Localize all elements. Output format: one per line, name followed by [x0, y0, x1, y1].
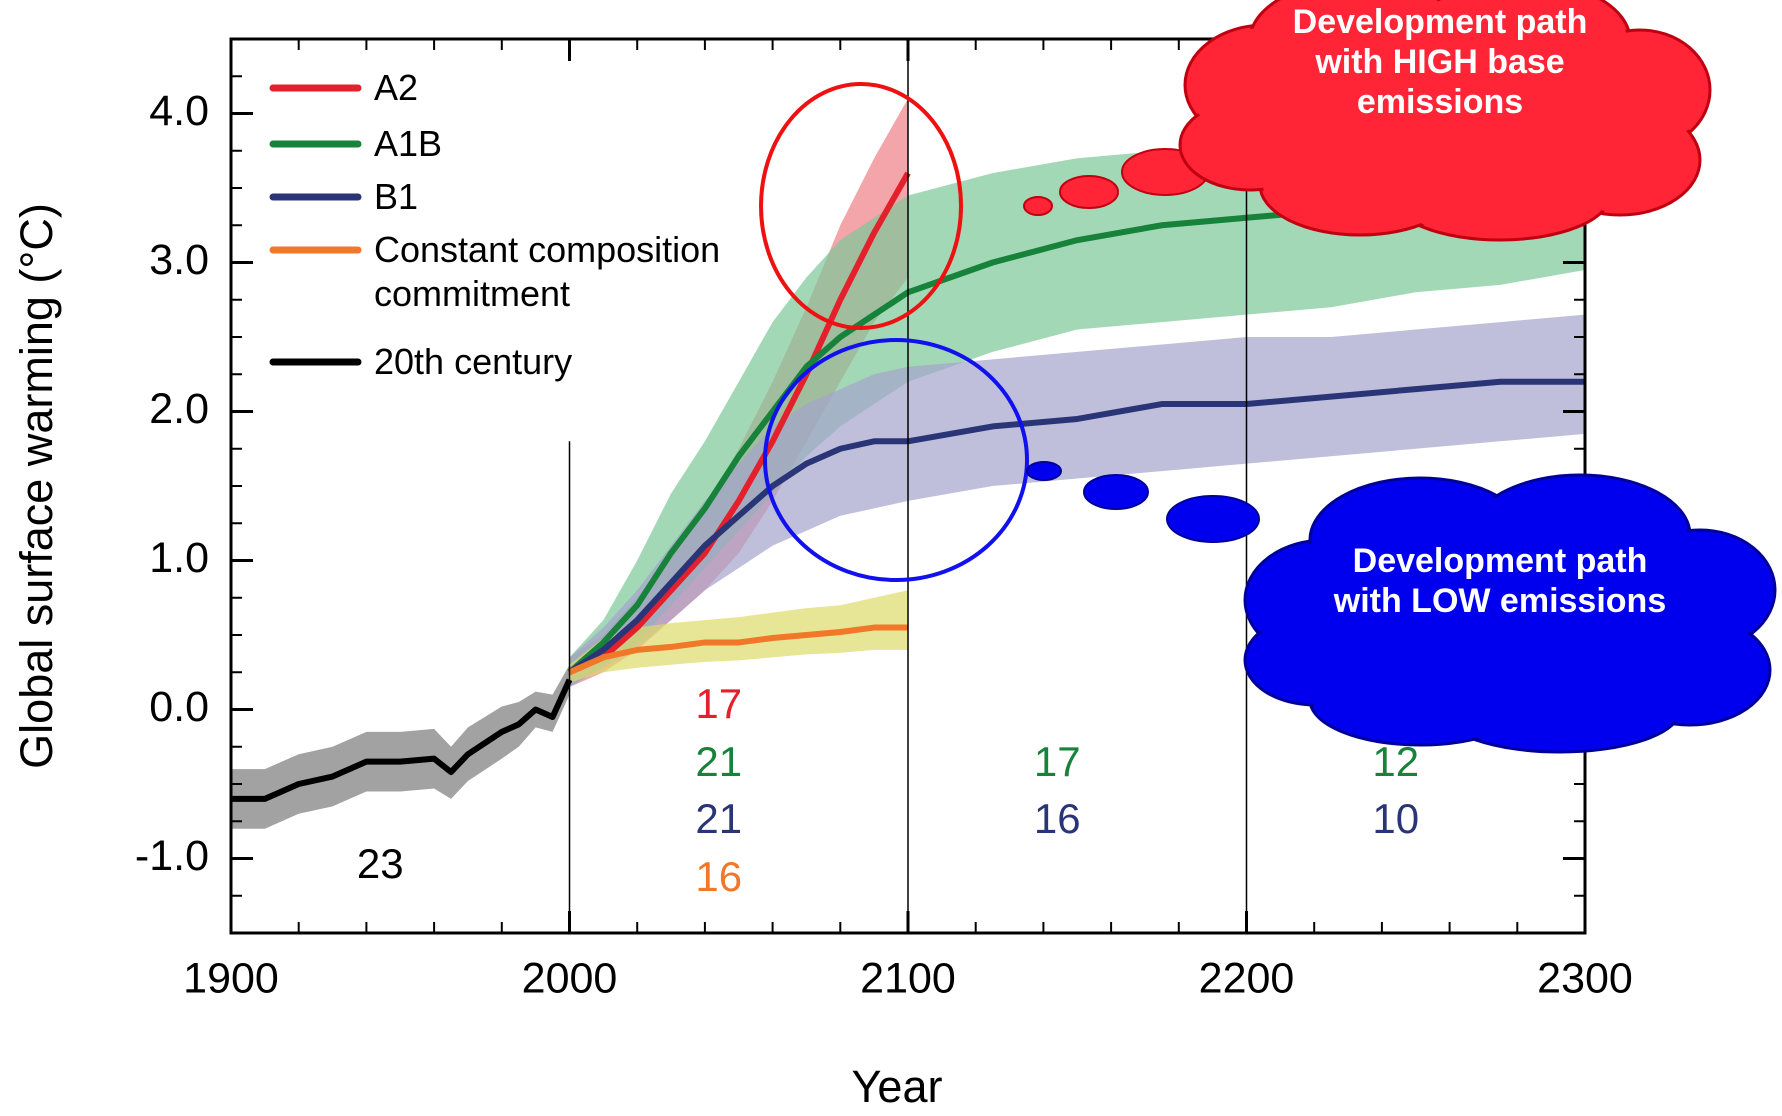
- y-tick-label: 1.0: [149, 534, 209, 582]
- plot-area: [231, 98, 1586, 829]
- thought-bubble: [1026, 461, 1062, 481]
- cloud-label: Development path with HIGH base emission…: [1292, 3, 1588, 121]
- x-tick-label: 1900: [183, 954, 279, 1002]
- model-count: 17: [695, 680, 742, 727]
- thought-bubble: [1166, 495, 1260, 543]
- legend-label: Constant composition commitment: [374, 229, 721, 314]
- legend-label: A1B: [374, 123, 443, 164]
- model-count: 16: [1034, 795, 1081, 842]
- cloud-lobe: [1303, 523, 1697, 707]
- model-count: 23: [357, 840, 404, 887]
- y-axis-title: Global surface warming (°C): [11, 203, 62, 769]
- series-line: [568, 624, 908, 675]
- x-tick-label: 2200: [1199, 954, 1295, 1002]
- cloud-lobe: [1258, 23, 1632, 197]
- x-tick-label: 2000: [522, 954, 618, 1002]
- series-line: [568, 171, 911, 675]
- uncertainty-band: [231, 664, 570, 829]
- y-tick-label: -1.0: [135, 832, 209, 880]
- y-tick-label: 0.0: [149, 683, 209, 731]
- legend-label: A2: [374, 67, 419, 108]
- cloud: [1178, 0, 1712, 242]
- series-line: [231, 678, 573, 802]
- y-tick-label: 4.0: [149, 87, 209, 135]
- y-tick-label: 3.0: [149, 236, 209, 284]
- highlight-circle: [763, 338, 1029, 582]
- y-tick-label: 2.0: [149, 385, 209, 433]
- model-count: 10: [1372, 795, 1419, 842]
- thought-bubble: [1083, 474, 1149, 510]
- cloud: [1243, 473, 1777, 754]
- x-tick-label: 2100: [860, 954, 956, 1002]
- highlight-circle: [759, 82, 963, 330]
- cloud-label: Development path with LOW emissions: [1333, 542, 1667, 620]
- model-count: 16: [695, 853, 742, 900]
- model-count: 17: [1034, 738, 1081, 785]
- model-count: 21: [695, 738, 742, 785]
- uncertainty-band: [569, 590, 908, 683]
- model-count: 21: [695, 795, 742, 842]
- uncertainty-band: [569, 314, 1585, 688]
- x-axis-title: Year: [852, 1061, 943, 1112]
- uncertainty-band: [569, 113, 1585, 688]
- thought-bubble: [1023, 196, 1053, 216]
- legend-label: B1: [374, 176, 419, 217]
- thought-bubble: [1059, 175, 1119, 209]
- legend-label: 20th century: [374, 341, 573, 382]
- series-line: [567, 378, 1585, 675]
- x-tick-label: 2300: [1537, 954, 1633, 1002]
